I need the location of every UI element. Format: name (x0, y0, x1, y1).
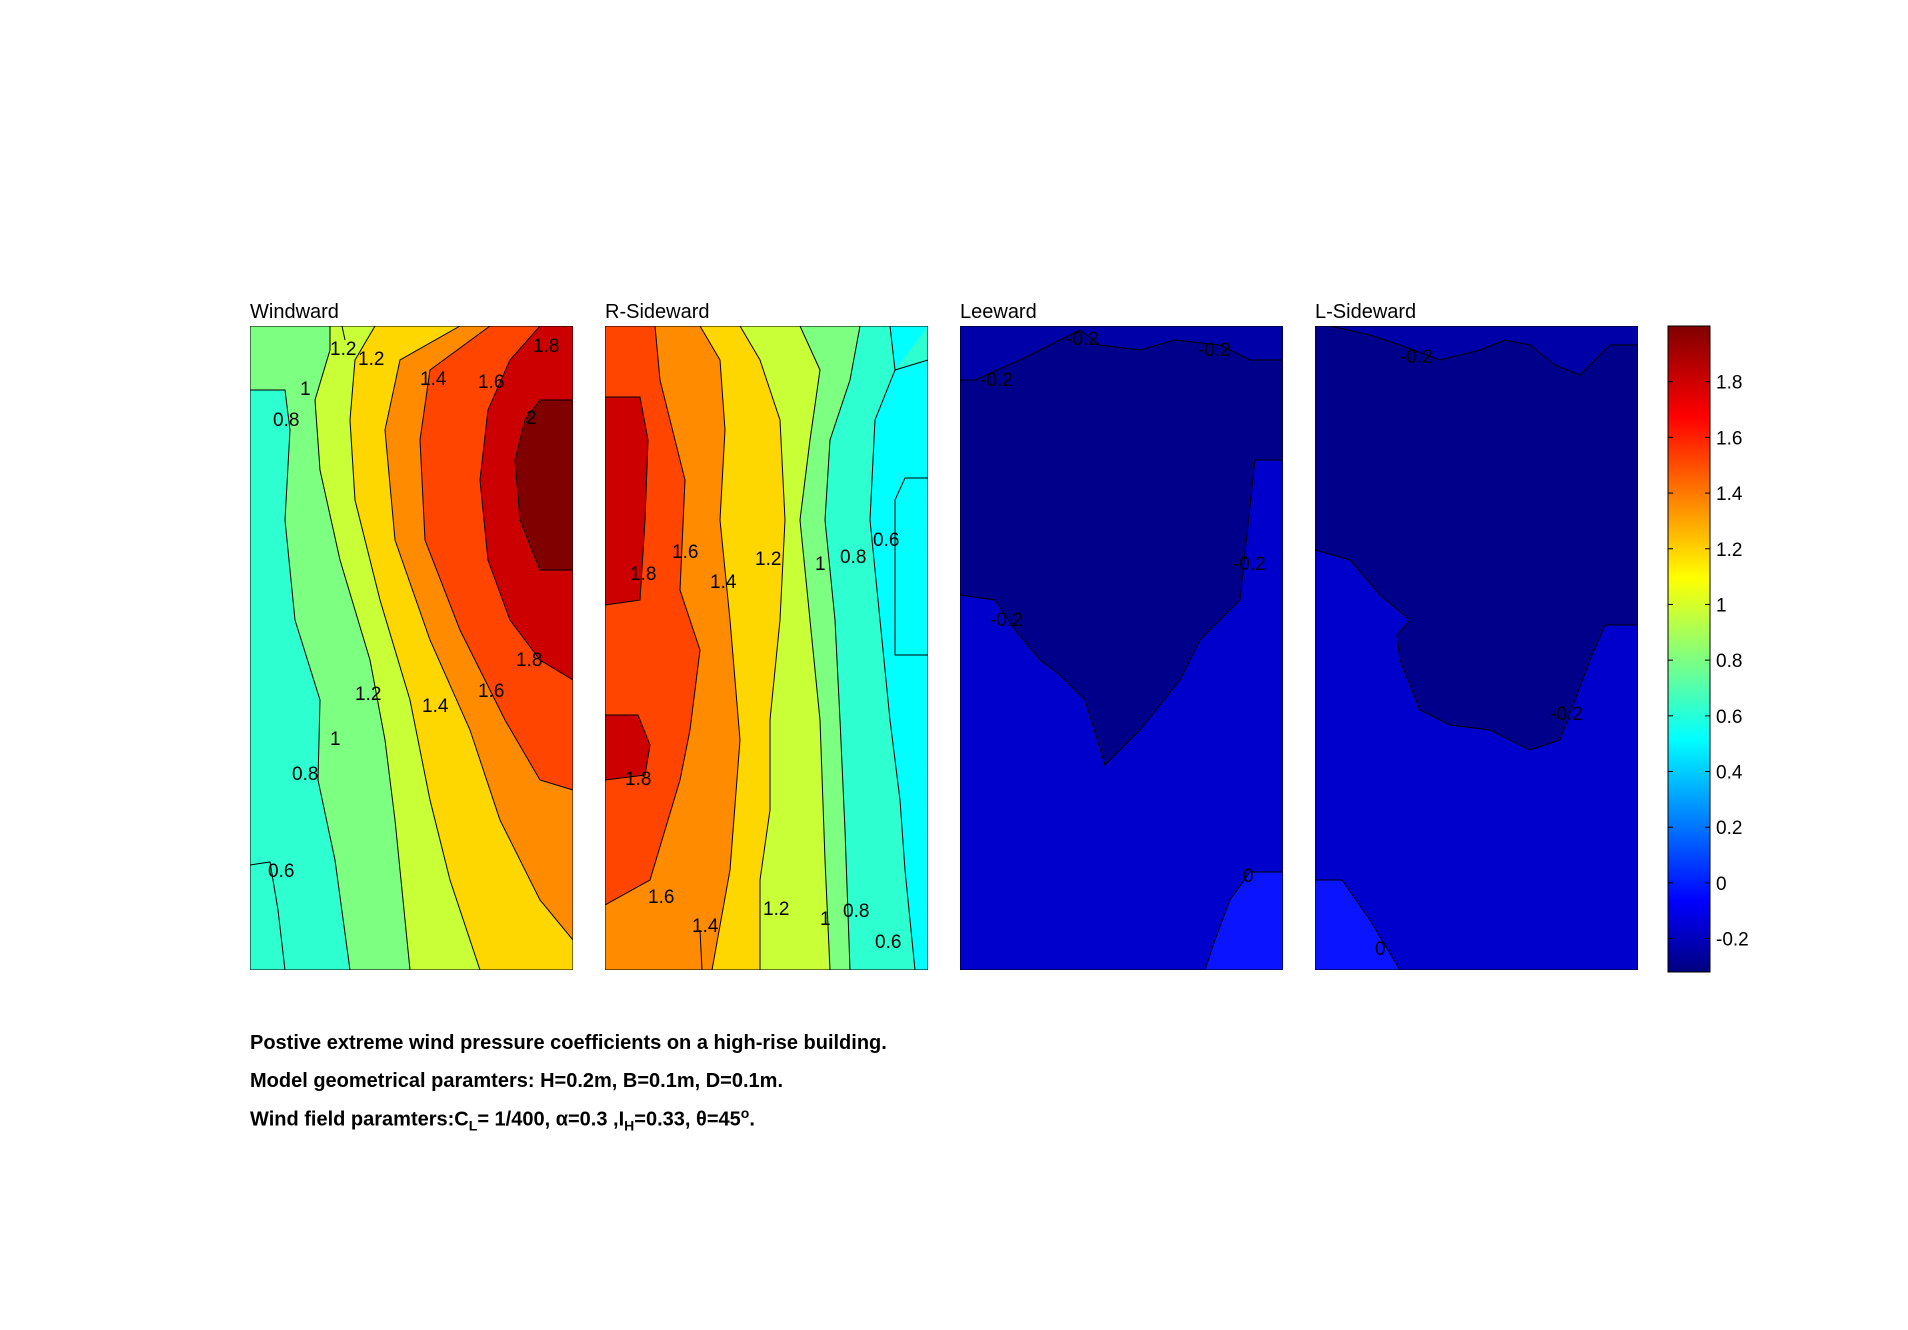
r-sideward-contour-labels: 1.6 1.8 1.4 1.2 1 0.8 0.6 1.8 1.6 1.4 1.… (625, 530, 901, 953)
caption-cl-subscript: L (468, 1117, 478, 1134)
caption-line-3-prefix: Wind field paramters:C (250, 1108, 469, 1131)
caption-line-3: Wind field paramters:CL= 1/400, α=0.3 ,I… (250, 1105, 755, 1134)
contour-label: 1.6 (478, 372, 504, 393)
contour-label: -0.2 (1550, 704, 1583, 725)
colorbar-gradient (1667, 325, 1711, 973)
contour-label: -0.2 (1400, 347, 1433, 368)
colorbar-tick-label: 1.8 (1716, 373, 1742, 394)
colorbar-tick-label: 1.4 (1716, 484, 1743, 505)
l-sideward-contours (1315, 326, 1638, 970)
contour-label: -0.2 (1198, 340, 1231, 361)
colorbar-tick-label: 0.2 (1716, 818, 1742, 839)
colorbar-tick-label: 1.6 (1716, 428, 1742, 449)
caption-line-3-tail: . (749, 1108, 755, 1131)
caption-degree-superscript: o (740, 1105, 750, 1121)
colorbar: 1.8 1.6 1.4 1.2 1 0.8 0.6 0.4 0.2 0 -0.2 (1667, 325, 1749, 973)
leeward-contours (960, 326, 1283, 970)
contour-label: -0.2 (1233, 554, 1266, 575)
contour-label: 1.4 (692, 916, 719, 937)
contour-label: 1.6 (672, 542, 698, 563)
panel-title-l-sideward: L-Sideward (1315, 301, 1416, 323)
caption-line-2: Model geometrical paramters: H=0.2m, B=0… (250, 1070, 783, 1092)
contour-label: 1 (820, 909, 831, 930)
contour-label: -0.2 (980, 370, 1013, 391)
contour-label: 1.6 (648, 887, 674, 908)
contour-label: 0.6 (875, 932, 901, 953)
contour-label: 2 (526, 408, 537, 429)
colorbar-tick-label: 0.6 (1716, 707, 1742, 728)
panel-windward: Windward 1.2 (250, 301, 573, 970)
panel-title-windward: Windward (250, 301, 339, 323)
contour-label: 0 (1243, 866, 1254, 887)
caption-ih-subscript: H (624, 1117, 635, 1134)
colorbar-tick-label: -0.2 (1716, 930, 1749, 951)
contour-label: 1 (330, 729, 341, 750)
r-sideward-contours (605, 326, 928, 970)
panel-l-sideward: L-Sideward -0.2 -0.2 0 (1315, 301, 1638, 970)
contour-label: -0.2 (1066, 329, 1099, 350)
colorbar-tick-label: 1.2 (1716, 540, 1742, 561)
colorbar-tick-label: 0.4 (1716, 763, 1743, 784)
contour-label: 1.4 (420, 369, 447, 390)
caption-line-1: Postive extreme wind pressure coefficien… (250, 1032, 887, 1054)
colorbar-tick-label: 0 (1716, 874, 1727, 895)
panel-title-r-sideward: R-Sideward (605, 301, 709, 323)
colorbar-tick-label: 0.8 (1716, 651, 1742, 672)
leeward-contour-labels: -0.2 -0.2 -0.2 -0.2 -0.2 0 (980, 329, 1266, 887)
contour-label: 0.8 (840, 547, 866, 568)
contour-label: 1.2 (763, 899, 789, 920)
contour-label: 1 (815, 554, 826, 575)
contour-label: 1 (300, 379, 311, 400)
contour-label: 1.8 (516, 650, 542, 671)
contour-label: 0.8 (273, 410, 299, 431)
windward-contours (250, 326, 573, 970)
contour-label: 1.8 (533, 336, 559, 357)
contour-label: 1.6 (478, 681, 504, 702)
contour-label: 0.8 (292, 764, 318, 785)
panel-title-leeward: Leeward (960, 301, 1037, 323)
contour-label: 1.2 (355, 684, 381, 705)
panel-r-sideward: R-Sideward (605, 301, 928, 970)
contour-label: 1.2 (330, 339, 356, 360)
contour-label: 1.8 (625, 769, 651, 790)
contour-label: 1.8 (630, 564, 656, 585)
contour-label: 1.4 (710, 572, 737, 593)
panel-leeward: Leeward -0.2 -0.2 -0.2 -0.2 -0.2 0 (960, 301, 1283, 970)
caption-line-3-mid: = 1/400, α=0.3 ,I (477, 1108, 625, 1131)
contour-label: -0.2 (990, 610, 1023, 631)
contour-label: 1.4 (422, 696, 449, 717)
contour-label: 0 (1375, 939, 1386, 960)
colorbar-tick-label: 1 (1716, 595, 1727, 616)
caption-line-3-end: =0.33, θ=45 (634, 1108, 741, 1131)
contour-label: 0.8 (843, 901, 869, 922)
contour-label: 0.6 (268, 861, 294, 882)
windward-contour-labels: 1.2 1.2 1.8 1 1.4 1.6 0.8 2 1.8 1.2 1.4 … (268, 336, 559, 882)
l-sideward-contour-labels: -0.2 -0.2 0 (1375, 347, 1583, 960)
contour-label: 1.2 (755, 549, 781, 570)
contour-label: 0.6 (873, 530, 899, 551)
colorbar-ticks: 1.8 1.6 1.4 1.2 1 0.8 0.6 0.4 0.2 0 -0.2 (1668, 373, 1749, 951)
contour-label: 1.2 (358, 349, 384, 370)
